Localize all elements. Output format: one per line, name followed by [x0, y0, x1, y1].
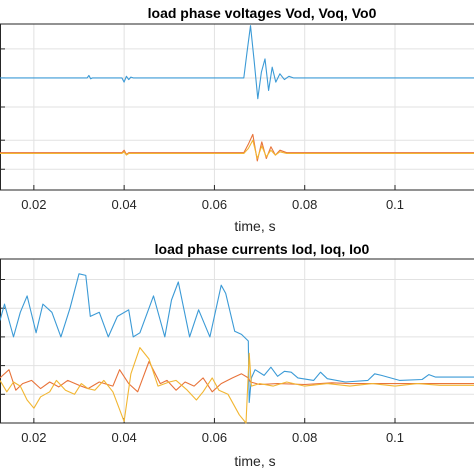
- x-axis-label-currents: time, s: [234, 453, 275, 469]
- x-tick-label: 0.02: [21, 197, 46, 212]
- x-tick-label: 0.04: [111, 430, 136, 445]
- chart-title-currents: load phase currents Iod, Ioq, Io0: [155, 241, 370, 257]
- x-tick-label: 0.1: [386, 430, 404, 445]
- x-axis-label-voltages: time, s: [234, 218, 275, 234]
- plot-panel-1: 0.02 0.04 0.06 0.08 0.1: [0, 258, 474, 445]
- series-line-2: [0, 133, 474, 162]
- x-tick-label: 0.06: [202, 430, 227, 445]
- x-tick-label: 0.02: [21, 430, 46, 445]
- series-line-1: [0, 25, 474, 100]
- x-tick-label: 0.04: [111, 197, 136, 212]
- x-tick-label: 0.06: [202, 197, 227, 212]
- x-tick-label: 0.08: [292, 197, 317, 212]
- series-line-1: [0, 273, 474, 404]
- series-line-2: [0, 360, 474, 393]
- series-line-3: [0, 347, 474, 424]
- chart-title-voltages: load phase voltages Vod, Voq, Vo0: [148, 5, 377, 21]
- x-tick-label: 0.08: [292, 430, 317, 445]
- series-line-3: [0, 139, 474, 160]
- plot-panel-0: 0.02 0.04 0.06 0.08 0.1: [0, 23, 474, 212]
- x-tick-label: 0.1: [386, 197, 404, 212]
